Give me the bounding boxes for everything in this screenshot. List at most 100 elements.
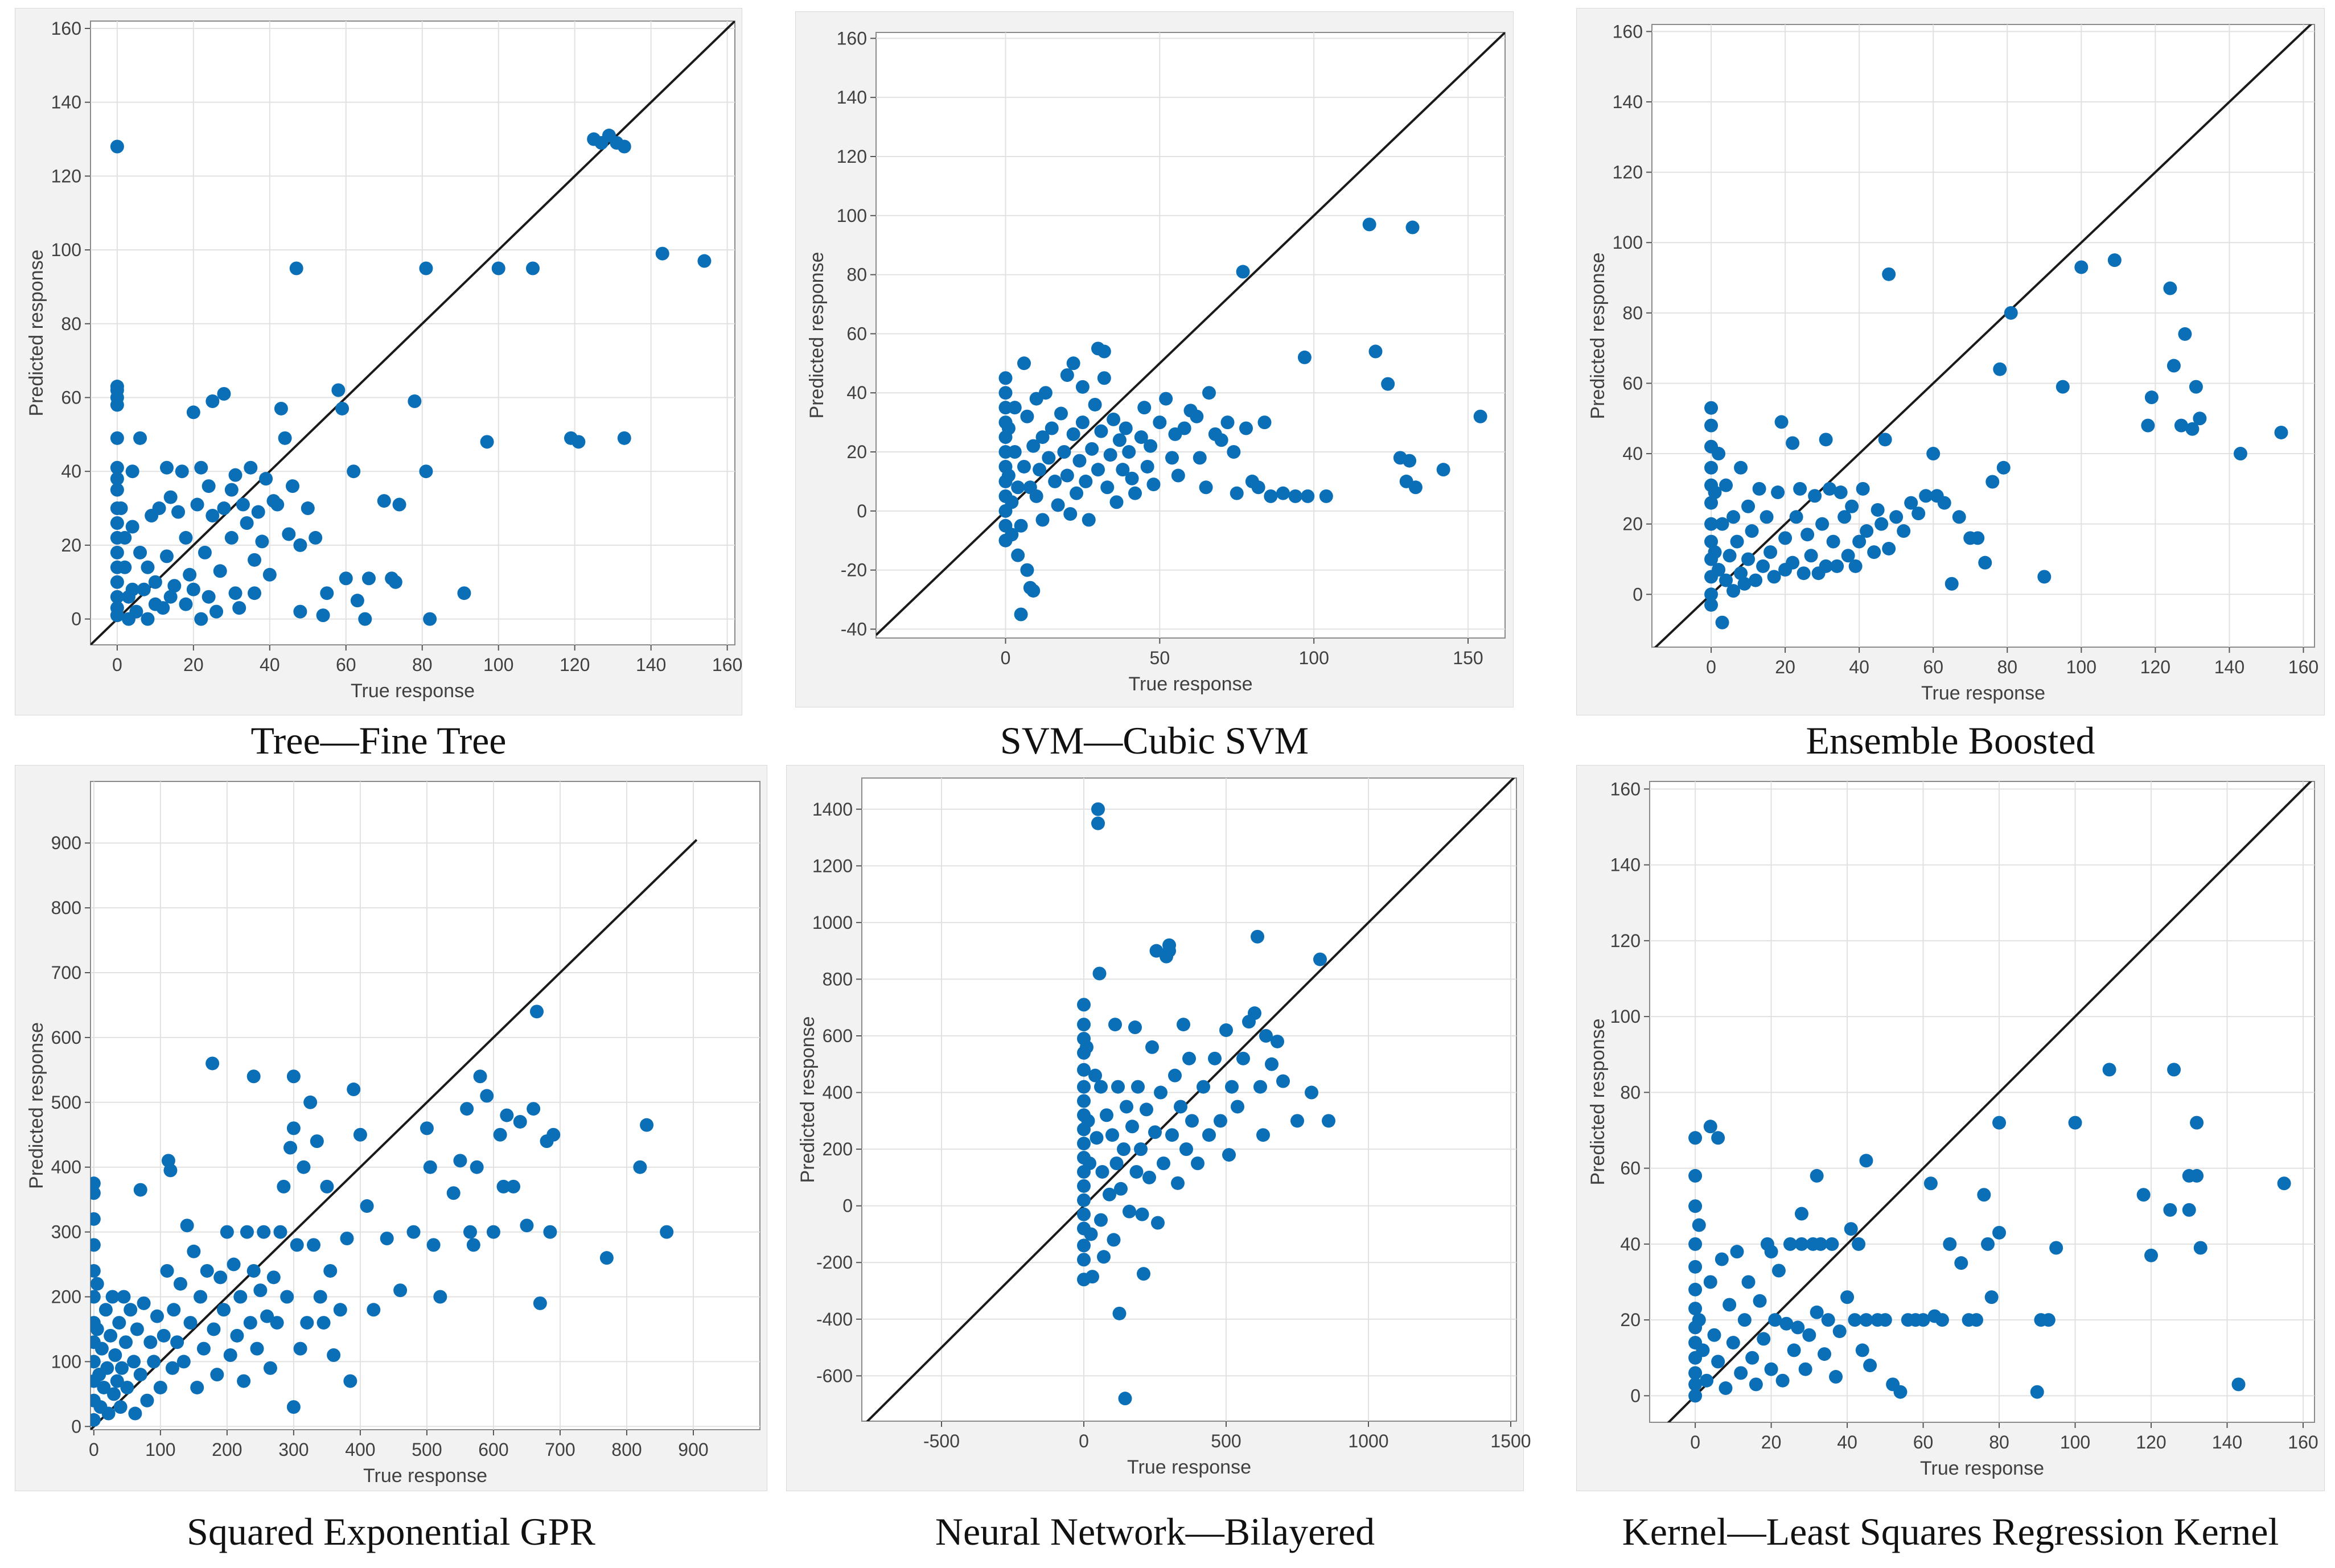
data-point [94,1341,109,1356]
data-point [1878,433,1892,447]
data-point [1688,1302,1703,1316]
data-point [1301,489,1315,503]
data-point [1014,607,1028,622]
data-point [202,590,216,604]
data-point [1753,1294,1767,1308]
scatter-plot: 0 20 40 60 80 100 120 140 160 0 20 40 60 80 100 120 140 1… [26,18,742,702]
data-point [1081,1114,1095,1128]
data-point [2185,422,2200,436]
y-tick-label: 100 [51,240,81,260]
data-point [159,460,174,475]
data-point [183,567,197,582]
data-point [293,1341,307,1356]
data-point [163,590,178,604]
data-point [1775,1373,1790,1388]
data-point [1174,1100,1187,1114]
data-point [228,468,242,482]
data-point [236,497,250,512]
data-point [1703,1275,1717,1289]
data-point [316,1316,331,1330]
data-point [110,472,124,486]
y-tick-label: 160 [1613,21,1643,42]
data-point [1794,1207,1808,1221]
x-tick-label: 100 [1298,648,1329,668]
y-tick-label: 40 [1622,443,1643,464]
data-point [1829,1370,1843,1384]
data-point [1889,510,1904,524]
data-point [1403,454,1417,468]
scatter-plot: 0 50 100 150 -40 -20 0 20 40 60 80 100 120 140 160 True… [806,28,1506,695]
data-point [1116,463,1130,477]
data-point [1168,1068,1182,1083]
data-point [110,431,124,445]
data-point [1823,481,1837,496]
data-point [112,1316,126,1330]
data-point [2102,1063,2116,1077]
data-point [473,1069,487,1084]
data-point [1095,1164,1109,1179]
data-point [297,1160,311,1174]
x-tick-label: 60 [1913,1432,1934,1452]
data-point [1137,401,1152,415]
chart-panel-squared-exponential-gpr: 0 100 200 300 400 500 600 700 800 900 0 100 200 300 40… [15,765,767,1491]
data-point [255,534,269,549]
scatter-plot: 0 100 200 300 400 500 600 700 800 900 0 100 200 300 40… [26,781,760,1487]
data-point [1094,1213,1108,1227]
data-point [110,398,124,412]
data-point [1144,439,1158,453]
data-point [1123,1204,1136,1219]
data-point [1381,377,1395,391]
data-point [286,1400,301,1414]
data-point [1239,421,1253,435]
y-tick-label: 160 [837,28,867,48]
data-point [350,594,364,608]
data-point [1882,267,1896,281]
data-point [1077,1193,1091,1207]
data-point [343,1374,357,1388]
data-point [2233,447,2247,461]
data-point [186,582,200,596]
perfect-prediction-line [866,778,1515,1421]
data-point [1091,802,1105,816]
data-point [124,1303,138,1317]
data-point [1236,265,1250,279]
data-point [1225,1080,1239,1094]
data-point [1789,510,1803,524]
data-point [190,1380,204,1394]
data-point [1832,1324,1847,1339]
data-point [1860,524,1874,538]
data-point [209,604,224,619]
x-axis-label: True response [1129,673,1253,695]
caption-squared-exponential-gpr: Squared Exponential GPR [187,1510,595,1553]
perfect-prediction-line [1667,781,2313,1422]
data-point [133,431,147,445]
y-tick-label: 200 [51,1287,81,1307]
data-point [1070,486,1084,500]
data-point [263,1361,277,1375]
data-point [1153,415,1167,430]
data-point [1134,1142,1148,1157]
data-point [1688,1366,1703,1380]
data-point [1734,460,1748,475]
data-point [251,505,265,519]
data-point [1741,552,1756,566]
chart-panel-kernel-least-squares: 0 20 40 60 80 100 120 140 160 0 20 40 60 80 100 120 140 1… [1576,765,2325,1491]
data-point [1897,524,1911,538]
data-point [1845,499,1859,513]
data-layer [1654,24,2313,647]
data-point [1082,513,1096,527]
y-tick-label: 800 [51,898,81,918]
data-point [1094,424,1108,438]
data-point [1767,570,1781,584]
data-point [113,1400,128,1414]
data-point [1704,401,1719,415]
data-point [2041,1313,2056,1327]
data-point [228,586,242,600]
data-point [1797,566,1811,581]
data-point [507,1179,521,1194]
data-point [1863,1359,1877,1373]
data-point [1288,489,1302,503]
data-point [175,464,189,479]
data-point [143,1335,158,1349]
data-point [1063,507,1078,521]
